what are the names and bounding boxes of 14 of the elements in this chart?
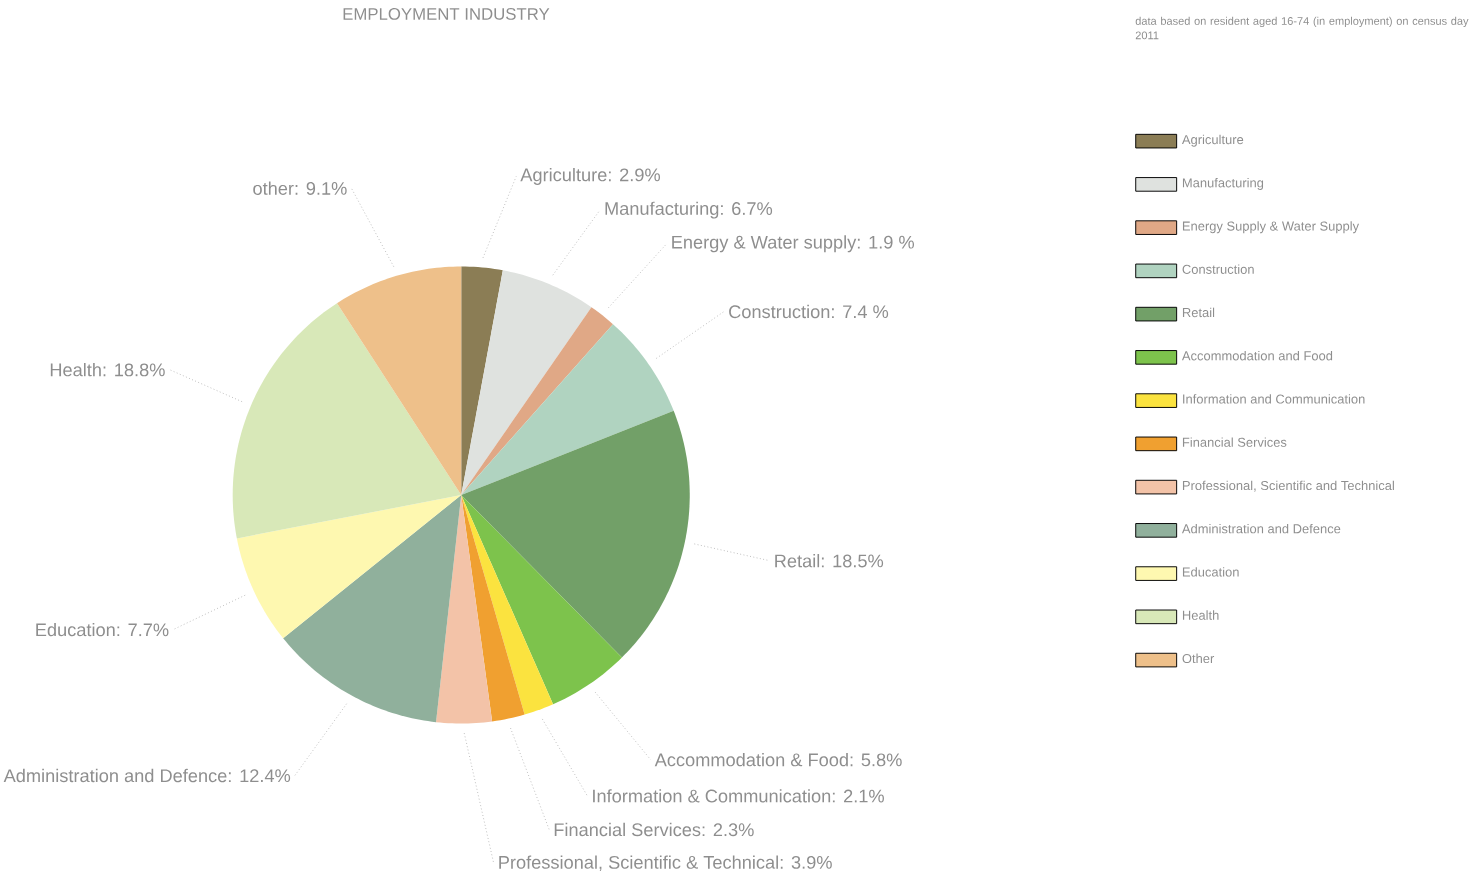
data-label: Construction: 7.4 % <box>729 304 889 318</box>
data-label: Professional, Scientific & Technical: 3.9% <box>499 855 832 871</box>
data-label: Administration and Defence: 12.4% <box>3 768 291 782</box>
data-label: other: 9.1% <box>253 181 347 195</box>
data-label: Financial Services: 2.3% <box>554 822 754 836</box>
chart-title: EMPLOYMENT INDUSTRY <box>343 7 550 20</box>
data-label: Education: 7.7% <box>36 622 169 636</box>
data-label: Energy & Water supply: 1.9 % <box>672 235 915 253</box>
data-label: Manufacturing: 6.7% <box>605 201 773 219</box>
data-label: Health: 18.8% <box>50 362 165 377</box>
data-label: Agriculture: 2.9% <box>520 167 661 185</box>
data-label: Accommodation & Food: 5.8% <box>654 752 902 767</box>
data-label: Retail: 18.5% <box>775 553 884 568</box>
data-label: Information & Communication: 2.1% <box>593 788 884 803</box>
